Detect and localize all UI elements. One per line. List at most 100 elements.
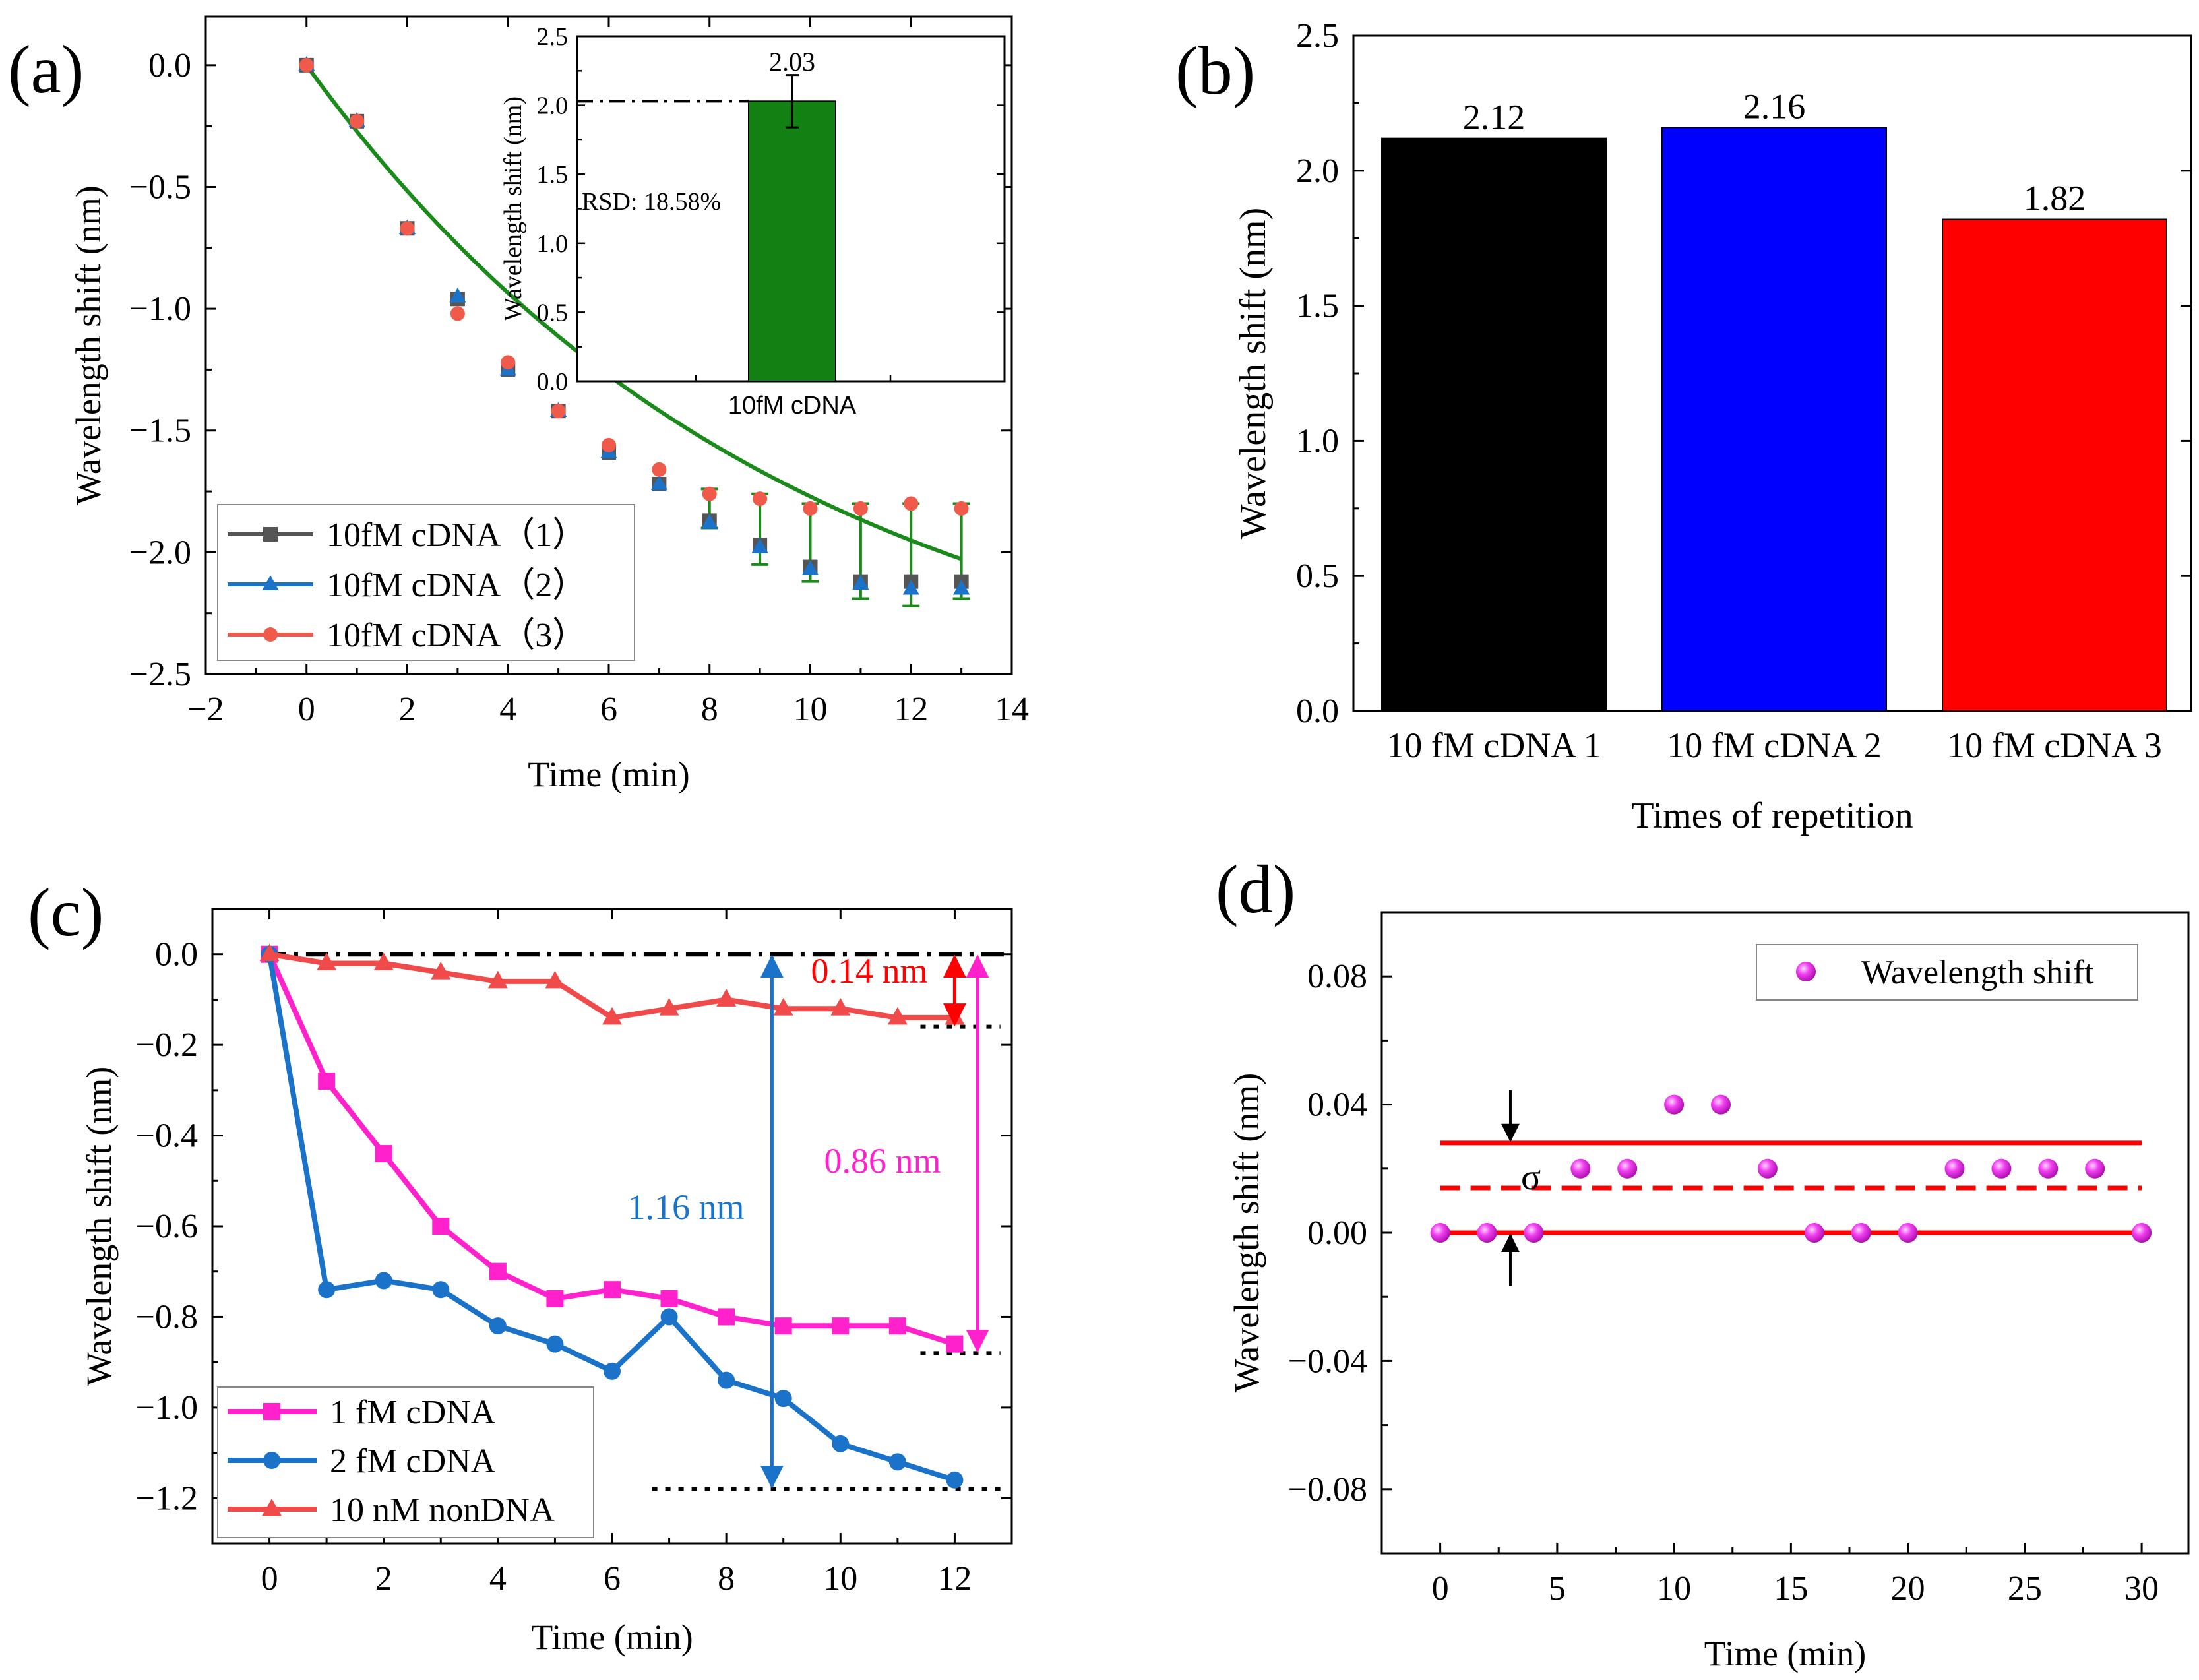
x-tick-label: 0 (298, 691, 315, 728)
legend-marker (263, 1403, 280, 1420)
legend: Wavelength shift (1756, 944, 2138, 1001)
x-tick-label: 25 (2008, 1570, 2042, 1607)
y-tick-label: −1.0 (136, 1389, 198, 1427)
data-point-series-3 (501, 355, 516, 370)
x-tick-label: 6 (604, 1560, 621, 1598)
data-point (1757, 1158, 1778, 1179)
y-tick-label: −2.0 (129, 534, 191, 571)
data-point-series-1 (375, 1145, 392, 1163)
data-point-series-3 (487, 970, 508, 989)
data-point-series-3 (652, 462, 667, 477)
y-axis-label: Wavelength shift (nm) (1227, 1073, 1266, 1393)
data-point-series-3 (551, 404, 566, 419)
y-tick-label: 1.5 (1296, 288, 1339, 325)
x-tick-label: 5 (1549, 1570, 1566, 1607)
x-tick-label: 10 fM cDNA 2 (1667, 726, 1881, 765)
inset-y-axis-label: Wavelength shift (nm) (499, 96, 527, 321)
data-point-series-3 (450, 306, 465, 321)
data-point-series-2 (701, 514, 718, 529)
legend-marker (1796, 962, 1816, 981)
data-point (1898, 1223, 1918, 1243)
legend-marker (262, 1498, 282, 1516)
x-axis-label: Time (min) (528, 755, 690, 794)
y-tick-label: 0.0 (1296, 693, 1339, 730)
data-point-series-3 (659, 997, 679, 1016)
data-point-series-1 (832, 1317, 850, 1335)
y-tick-label: 1.0 (1296, 422, 1339, 460)
data-point-series-2 (774, 1390, 792, 1408)
x-tick-label: 10 fM cDNA 3 (1947, 726, 2161, 765)
x-tick-label: −2 (187, 691, 224, 728)
measure-label: 0.14 nm (811, 951, 927, 991)
x-tick-label: 12 (937, 1560, 972, 1598)
y-tick-label: 0.04 (1307, 1086, 1367, 1124)
data-point-series-3 (702, 486, 717, 501)
inset-annotation: RSD: 18.58% (582, 188, 721, 216)
data-point-series-2 (318, 1281, 336, 1299)
data-point (1617, 1158, 1638, 1179)
bar (1661, 127, 1887, 712)
bar-value-label: 2.12 (1463, 98, 1526, 137)
x-axis-label: Time (min) (1704, 1634, 1867, 1673)
y-tick-label: −2.5 (129, 656, 191, 693)
data-point-series-2 (546, 1335, 564, 1353)
x-axis-label: Time (min) (531, 1617, 693, 1657)
legend-label: 10 nM nonDNA (330, 1491, 555, 1529)
data-point-series-3 (545, 970, 565, 989)
panel-c: (c) 0 2 4 6 8 10 12 0.0 −0.2 −0.4 −0.6 −0.8 −1.0 −1.2 T… (28, 875, 1013, 1657)
inset-y-tick-label: 1.0 (537, 230, 569, 258)
data-point-series-2 (449, 287, 466, 303)
data-point-series-3 (602, 1007, 622, 1025)
y-tick-label: 2.0 (1296, 152, 1339, 190)
data-point-series-2 (650, 475, 668, 490)
data-point (1524, 1223, 1544, 1243)
y-tick-label: −0.08 (1288, 1471, 1367, 1509)
x-tick-label: 10 (793, 691, 828, 728)
x-tick-label: 10 (1657, 1570, 1691, 1607)
data-point-series-3 (753, 491, 768, 507)
data-point-series-2 (801, 560, 819, 576)
legend-marker (263, 527, 278, 542)
data-point-series-1 (660, 1290, 678, 1307)
x-tick-label: 8 (718, 1560, 735, 1598)
inset-value-label: 2.03 (769, 47, 815, 77)
data-point-series-2 (832, 1435, 850, 1452)
data-point (2085, 1158, 2105, 1179)
data-point (1804, 1223, 1824, 1243)
y-tick-label: −0.2 (136, 1026, 198, 1064)
data-point (1477, 1223, 1497, 1243)
x-tick-label: 4 (489, 1560, 507, 1598)
legend: 10fM cDNA（1） 10fM cDNA（2） 10fM cDNA（3） (217, 504, 635, 661)
data-point-series-3 (431, 961, 451, 980)
y-axis-label: Wavelength shift (nm) (79, 1067, 119, 1386)
y-axis-label: Wavelength shift (nm) (1233, 208, 1274, 539)
legend-label: 10fM cDNA（3） (326, 617, 586, 654)
data-point (1711, 1094, 1731, 1115)
y-tick-label: 0.5 (1296, 557, 1339, 595)
legend-marker (262, 575, 279, 590)
x-tick-label: 0 (1432, 1570, 1449, 1607)
data-point-series-2 (604, 1362, 621, 1380)
panel-a: (a) −2 0 2 4 6 8 10 12 14 0.0 −0.5 −1.0 −1.5 −2.0 −2.5 T… (8, 15, 1029, 794)
x-tick-label: 12 (894, 691, 928, 728)
panel-label: (d) (1216, 852, 1295, 927)
y-tick-label: −0.04 (1288, 1342, 1367, 1380)
x-tick-label: 4 (499, 691, 516, 728)
data-point-series-3 (602, 437, 616, 452)
x-tick-label: 2 (375, 1560, 392, 1598)
data-point-series-1 (718, 1308, 735, 1326)
data-point-series-2 (660, 1308, 678, 1326)
data-point (1991, 1158, 2012, 1179)
y-tick-label: 0.0 (148, 47, 191, 84)
data-point (1664, 1094, 1685, 1115)
data-point-series-1 (432, 1218, 450, 1235)
data-point (1570, 1158, 1591, 1179)
measure-label: 1.16 nm (627, 1187, 744, 1227)
data-point-series-2 (902, 580, 919, 595)
legend-marker (263, 1452, 280, 1469)
data-point-series-1 (546, 1290, 564, 1307)
data-point-series-1 (946, 1335, 964, 1353)
data-point (1944, 1158, 1965, 1179)
data-point-series-3 (830, 997, 851, 1016)
data-point-series-2 (489, 1317, 507, 1335)
